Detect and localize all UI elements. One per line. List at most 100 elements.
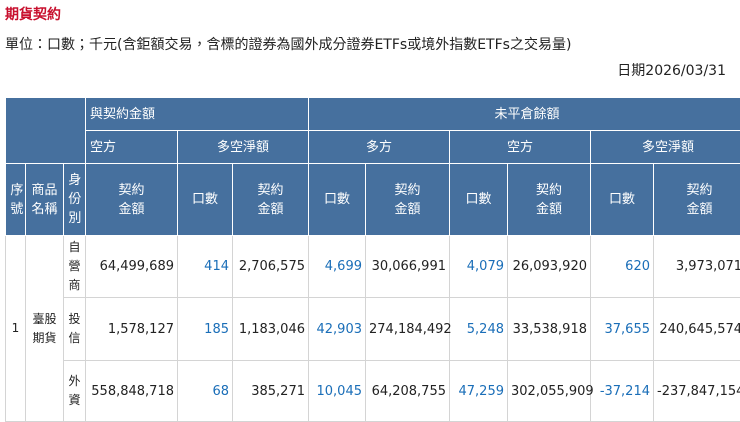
column-header-text: 契約金額 bbox=[257, 181, 284, 219]
amount-cell: 64,499,689 bbox=[86, 236, 178, 298]
report-date: 日期2026/03/31 bbox=[617, 60, 726, 80]
column-header: 口數 bbox=[178, 164, 233, 236]
column-header: 契約金額 bbox=[233, 164, 309, 236]
identity: 自營商 bbox=[64, 236, 86, 298]
column-header-text: 契約金額 bbox=[394, 181, 421, 219]
lots-cell: 620 bbox=[591, 236, 654, 298]
column-header-text: 序號 bbox=[10, 181, 24, 219]
column-header: 契約金額 bbox=[654, 164, 740, 236]
table-row: 投信 1,578,127 185 1,183,046 42,903 274,184,492… bbox=[6, 298, 740, 361]
page-title: 期貨契約 bbox=[5, 4, 61, 24]
sub-header: 多空淨額 bbox=[591, 131, 740, 164]
row-number-text: 1 bbox=[12, 321, 20, 335]
sub-header-text: 多空淨額 bbox=[217, 140, 269, 155]
lots-cell: 42,903 bbox=[309, 298, 366, 361]
group-header: 未平倉餘額 bbox=[309, 98, 740, 131]
lots-cell: 4,699 bbox=[309, 236, 366, 298]
futures-table: 與契約金額未平倉餘額空方多空淨額多方空方多空淨額序號商品名稱身份別契約金額口數契… bbox=[5, 97, 740, 422]
amount-cell-text: 30,066,991 bbox=[372, 259, 446, 274]
column-header-text: 契約金額 bbox=[535, 181, 562, 219]
row-number: 1 bbox=[6, 236, 26, 422]
amount-cell-text: 64,499,689 bbox=[100, 259, 174, 274]
blank-header bbox=[6, 98, 86, 164]
lots-cell-text: 42,903 bbox=[317, 322, 363, 337]
lots-cell: 10,045 bbox=[309, 361, 366, 422]
sub-header: 空方 bbox=[450, 131, 591, 164]
unit-note: 單位：口數；千元(含鉅額交易，含標的證券為國外成分證券ETFs或境外指數ETFs… bbox=[5, 34, 571, 54]
amount-cell: 1,183,046 bbox=[233, 298, 309, 361]
product-name: 臺股期貨 bbox=[26, 236, 64, 422]
lots-cell-text: 68 bbox=[212, 384, 229, 399]
lots-cell-text: 4,079 bbox=[467, 259, 504, 274]
group-header: 與契約金額 bbox=[86, 98, 309, 131]
amount-cell-text: 274,184,492 bbox=[369, 322, 452, 337]
lots-cell: 68 bbox=[178, 361, 233, 422]
sub-header: 多方 bbox=[309, 131, 450, 164]
lots-cell-text: 4,699 bbox=[325, 259, 362, 274]
amount-cell: -237,847,154 bbox=[654, 361, 740, 422]
amount-cell: 558,848,718 bbox=[86, 361, 178, 422]
column-header: 契約金額 bbox=[86, 164, 178, 236]
lots-cell-text: -37,214 bbox=[600, 384, 650, 399]
amount-cell-text: 385,271 bbox=[251, 384, 305, 399]
column-header: 商品名稱 bbox=[26, 164, 64, 236]
identity-text: 外資 bbox=[68, 372, 81, 410]
identity: 投信 bbox=[64, 298, 86, 361]
amount-cell: 274,184,492 bbox=[366, 298, 450, 361]
group-header-text: 與契約金額 bbox=[90, 107, 155, 122]
column-header: 序號 bbox=[6, 164, 26, 236]
amount-cell-text: 3,973,071 bbox=[676, 259, 740, 274]
lots-cell: 4,079 bbox=[450, 236, 508, 298]
sub-header: 空方 bbox=[86, 131, 178, 164]
amount-cell-text: 2,706,575 bbox=[239, 259, 305, 274]
column-header: 身份別 bbox=[64, 164, 86, 236]
column-header-text: 契約金額 bbox=[118, 181, 145, 219]
amount-cell-text: 64,208,755 bbox=[372, 384, 446, 399]
lots-cell-text: 620 bbox=[625, 259, 650, 274]
column-header-text: 商品名稱 bbox=[31, 181, 58, 219]
column-header: 契約金額 bbox=[508, 164, 591, 236]
amount-cell: 26,093,920 bbox=[508, 236, 591, 298]
sub-header-text: 空方 bbox=[507, 140, 533, 155]
amount-cell-text: 240,645,574 bbox=[659, 322, 740, 337]
lots-cell-text: 185 bbox=[204, 322, 229, 337]
sub-header: 多空淨額 bbox=[178, 131, 309, 164]
sub-header-text: 多空淨額 bbox=[642, 140, 694, 155]
identity: 外資 bbox=[64, 361, 86, 422]
identity-text: 投信 bbox=[68, 310, 81, 348]
product-name-text: 臺股期貨 bbox=[32, 310, 57, 348]
table-row: 外資 558,848,718 68 385,271 10,045 64,208,755 47… bbox=[6, 361, 740, 422]
group-header-text: 未平倉餘額 bbox=[495, 107, 560, 122]
amount-cell-text: 1,578,127 bbox=[108, 322, 174, 337]
amount-cell: 302,055,909 bbox=[508, 361, 591, 422]
amount-cell-text: 558,848,718 bbox=[91, 384, 174, 399]
amount-cell-text: 302,055,909 bbox=[511, 384, 594, 399]
column-header-text: 口數 bbox=[608, 190, 635, 209]
column-header-text: 身份別 bbox=[68, 171, 82, 228]
amount-cell: 2,706,575 bbox=[233, 236, 309, 298]
table-row: 空方 多空淨額 多方 空方 多空淨額 bbox=[6, 131, 740, 164]
amount-cell: 30,066,991 bbox=[366, 236, 450, 298]
column-header: 口數 bbox=[591, 164, 654, 236]
table-row: 與契約金額 未平倉餘額 bbox=[6, 98, 740, 131]
lots-cell-text: 47,259 bbox=[459, 384, 505, 399]
amount-cell: 33,538,918 bbox=[508, 298, 591, 361]
column-header-text: 口數 bbox=[465, 190, 492, 209]
lots-cell: 185 bbox=[178, 298, 233, 361]
lots-cell: 414 bbox=[178, 236, 233, 298]
sub-header-text: 多方 bbox=[366, 140, 392, 155]
lots-cell: 5,248 bbox=[450, 298, 508, 361]
amount-cell: 3,973,071 bbox=[654, 236, 740, 298]
lots-cell-text: 414 bbox=[204, 259, 229, 274]
column-header: 契約金額 bbox=[366, 164, 450, 236]
amount-cell-text: -237,847,154 bbox=[657, 384, 740, 399]
lots-cell: -37,214 bbox=[591, 361, 654, 422]
column-header-text: 口數 bbox=[323, 190, 350, 209]
amount-cell-text: 33,538,918 bbox=[513, 322, 587, 337]
amount-cell: 1,578,127 bbox=[86, 298, 178, 361]
column-header: 口數 bbox=[309, 164, 366, 236]
lots-cell: 37,655 bbox=[591, 298, 654, 361]
identity-text: 自營商 bbox=[68, 238, 81, 295]
